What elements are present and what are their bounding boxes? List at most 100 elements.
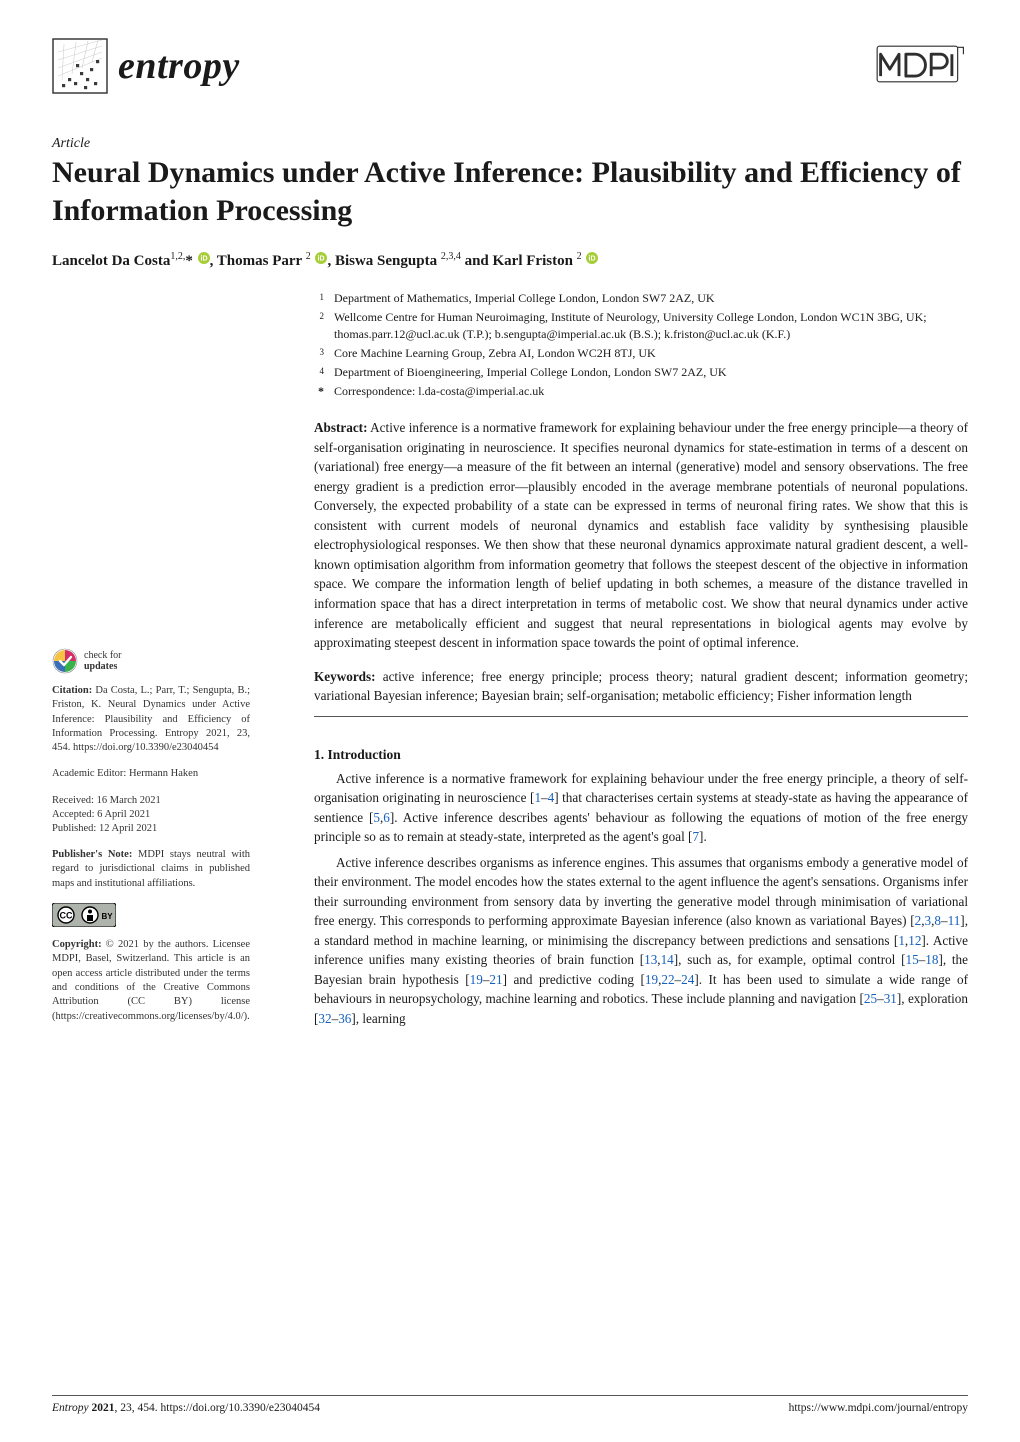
body-text: – [877, 991, 884, 1006]
author-4-sup: 2 [577, 251, 582, 262]
abstract: Abstract: Active inference is a normativ… [314, 418, 968, 652]
mdpi-logo [876, 42, 968, 86]
citation-link[interactable]: 11 [948, 913, 961, 928]
paragraph-2: Active inference describes organisms as … [314, 853, 968, 1029]
abstract-label: Abstract: [314, 420, 367, 435]
article-type: Article [52, 136, 968, 152]
citation-link[interactable]: 18 [925, 952, 938, 967]
divider [314, 716, 968, 717]
sidebar-meta: check for updates Citation: Da Costa, L.… [52, 648, 250, 1036]
footer-right[interactable]: https://www.mdpi.com/journal/entropy [789, 1402, 968, 1414]
citation-link[interactable]: 19 [470, 972, 483, 987]
affiliations: 1 Department of Mathematics, Imperial Co… [314, 290, 968, 400]
corr-text: Correspondence: l.da-costa@imperial.ac.u… [334, 383, 544, 400]
footer-rest: , 23, 454. https://doi.org/10.3390/e2304… [115, 1402, 321, 1414]
keywords-text: active inference; free energy principle;… [314, 669, 968, 704]
citation-link[interactable]: 14 [661, 952, 674, 967]
citation-link[interactable]: 32 [318, 1011, 331, 1026]
check-line2: updates [84, 661, 121, 672]
svg-text:iD: iD [200, 256, 207, 263]
body-text: ], learning [351, 1011, 405, 1026]
copyright-label: Copyright: [52, 939, 102, 950]
citation-link[interactable]: 19 [645, 972, 658, 987]
citation-link[interactable]: 5 [373, 810, 380, 825]
citation-link[interactable]: 8 [934, 913, 941, 928]
body-text: ], such as, for example, optimal control… [674, 952, 906, 967]
affil-num: 1 [314, 290, 324, 307]
affil-num: 3 [314, 345, 324, 362]
citation-link[interactable]: 22 [661, 972, 674, 987]
affil-text: Wellcome Centre for Human Neuroimaging, … [334, 309, 968, 343]
body-text: – [941, 913, 948, 928]
body-text: ] and predictive coding [ [503, 972, 645, 987]
dates-block: Received: 16 March 2021 Accepted: 6 Apri… [52, 794, 250, 837]
affil-text: Department of Bioengineering, Imperial C… [334, 364, 727, 381]
orcid-icon: iD [315, 252, 327, 264]
check-updates-badge[interactable]: check for updates [52, 648, 250, 674]
author-1: Lancelot Da Costa [52, 253, 170, 269]
entropy-icon [52, 38, 108, 94]
citation-label: Citation: [52, 685, 92, 696]
citation-link[interactable]: 24 [681, 972, 694, 987]
pubnote-label: Publisher's Note: [52, 849, 132, 860]
page-header: entropy [52, 38, 968, 120]
cc-by-badge: CC BY [52, 903, 250, 932]
affiliation-row: 2 Wellcome Centre for Human Neuroimaging… [314, 309, 968, 343]
affil-num: 4 [314, 364, 324, 381]
svg-text:iD: iD [589, 256, 596, 263]
check-line1: check for [84, 650, 121, 661]
affiliation-row: 4 Department of Bioengineering, Imperial… [314, 364, 968, 381]
section-heading: 1. Introduction [314, 747, 968, 763]
citation-link[interactable]: 12 [908, 933, 921, 948]
paragraph-1: Active inference is a normative framewor… [314, 769, 968, 847]
cc-by-icon: CC BY [52, 903, 116, 927]
affil-text: Core Machine Learning Group, Zebra AI, L… [334, 345, 656, 362]
author-4: and Karl Friston [461, 253, 573, 269]
copyright-block: Copyright: © 2021 by the authors. Licens… [52, 938, 250, 1024]
svg-text:iD: iD [318, 256, 325, 263]
author-1-star: * [185, 253, 193, 269]
citation-link[interactable]: 15 [905, 952, 918, 967]
publishers-note: Publisher's Note: MDPI stays neutral wit… [52, 848, 250, 891]
citation-link[interactable]: 13 [644, 952, 657, 967]
check-updates-icon [52, 648, 78, 674]
body-text: – [541, 790, 548, 805]
svg-text:CC: CC [60, 910, 73, 920]
author-3: , Biswa Sengupta [327, 253, 437, 269]
svg-text:BY: BY [101, 912, 113, 921]
affil-text: Department of Mathematics, Imperial Coll… [334, 290, 715, 307]
published-date: Published: 12 April 2021 [52, 822, 250, 836]
orcid-icon: iD [198, 252, 210, 264]
footer-year: 2021 [92, 1402, 115, 1414]
citation-link[interactable]: 21 [489, 972, 502, 987]
footer-journal: Entropy [52, 1402, 92, 1414]
journal-logo: entropy [52, 38, 240, 94]
page: entropy Article Neural Dynamics under Ac… [0, 0, 1020, 1442]
body-text: ]. [699, 829, 707, 844]
citation-link[interactable]: 31 [884, 991, 897, 1006]
correspondence-row: * Correspondence: l.da-costa@imperial.ac… [314, 383, 968, 400]
citation-block: Citation: Da Costa, L.; Parr, T.; Sengup… [52, 684, 250, 755]
editor-block: Academic Editor: Hermann Haken [52, 767, 250, 781]
author-list: Lancelot Da Costa1,2,* iD, Thomas Parr 2… [52, 251, 968, 270]
author-3-sup: 2,3,4 [441, 251, 461, 262]
author-2-sup: 2 [306, 251, 311, 262]
body-text: Active inference describes organisms as … [314, 855, 968, 929]
author-2: , Thomas Parr [210, 253, 302, 269]
citation-link[interactable]: 1 [898, 933, 905, 948]
keywords-label: Keywords: [314, 669, 376, 684]
citation-link[interactable]: 36 [338, 1011, 351, 1026]
page-footer: Entropy 2021, 23, 454. https://doi.org/1… [52, 1395, 968, 1414]
orcid-icon: iD [586, 252, 598, 264]
affiliation-row: 3 Core Machine Learning Group, Zebra AI,… [314, 345, 968, 362]
citation-link[interactable]: 25 [864, 991, 877, 1006]
check-updates-text: check for updates [84, 650, 121, 672]
accepted-date: Accepted: 6 April 2021 [52, 808, 250, 822]
journal-name: entropy [118, 44, 240, 88]
abstract-text: Active inference is a normative framewor… [314, 420, 968, 650]
copyright-text: © 2021 by the authors. Licensee MDPI, Ba… [52, 939, 250, 1021]
article-title: Neural Dynamics under Active Inference: … [52, 154, 968, 229]
body-text: ]. Active inference describes agents' be… [314, 810, 968, 845]
author-1-sup: 1,2, [170, 251, 185, 262]
citation-link[interactable]: 6 [383, 810, 390, 825]
